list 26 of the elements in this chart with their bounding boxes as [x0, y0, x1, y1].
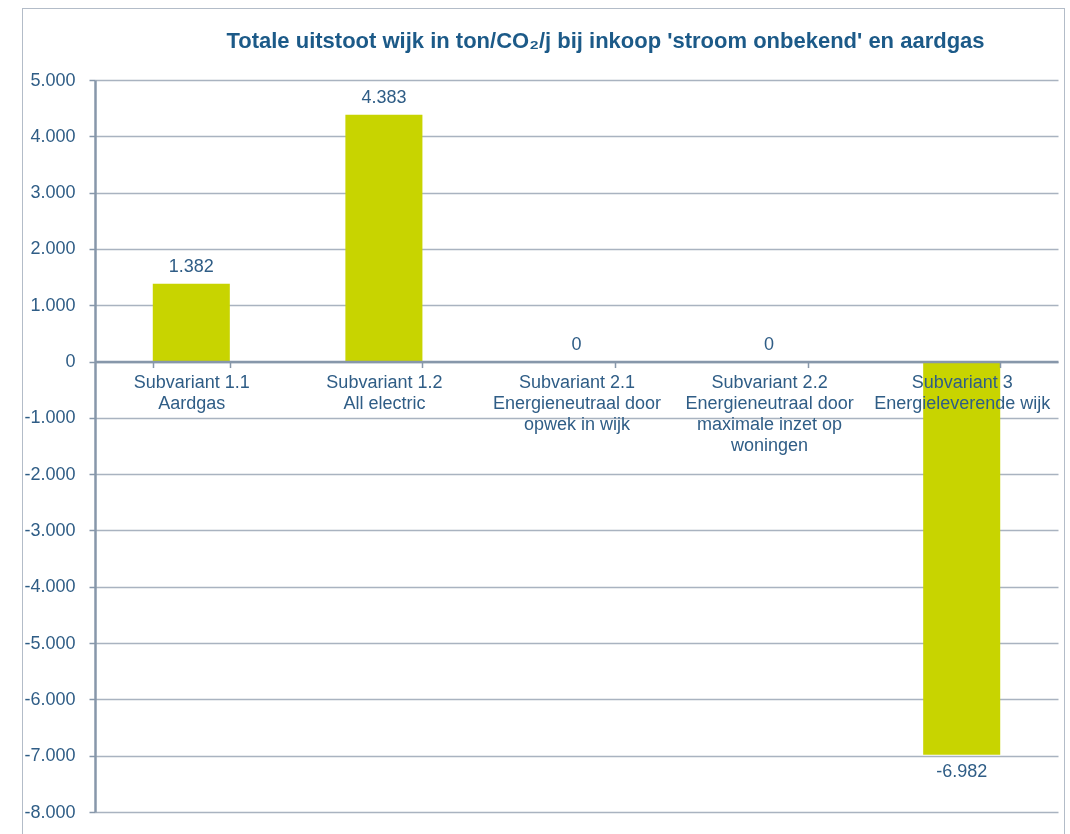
chart-title: Totale uitstoot wijk in ton/CO₂/j bij inkoop 'stroom onbekend' en aardgas	[226, 28, 985, 53]
y-tick-label: -5.000	[24, 632, 76, 653]
data-label: 0	[764, 333, 775, 354]
y-tick-label: -8.000	[24, 801, 76, 822]
x-tick-label: Subvariant 2.1 Energieneutraal door opwek in wijk	[492, 372, 662, 435]
y-tick-label: -4.000	[24, 576, 76, 597]
y-tick-label: -1.000	[24, 407, 76, 428]
y-tick-label: -7.000	[24, 745, 76, 766]
y-tick-label: 5.000	[30, 69, 76, 90]
bar	[152, 283, 230, 362]
data-label: 4.383	[361, 86, 407, 107]
y-tick-label: 2.000	[30, 238, 76, 259]
y-tick-label: -3.000	[24, 519, 76, 540]
y-tick-label: 1.000	[30, 294, 76, 315]
y-tick-label: 0	[65, 351, 76, 372]
x-tick-label: Subvariant 2.2 Energieneutraal door maximale inzet op woningen	[685, 372, 854, 456]
data-label: 1.382	[168, 255, 214, 276]
y-tick-label: 4.000	[30, 125, 76, 146]
x-tick-label: Subvariant 1.1 Aardgas	[133, 372, 250, 414]
y-tick-label: -6.000	[24, 688, 76, 709]
x-tick-label: Subvariant 1.2 All electric	[326, 372, 443, 414]
y-tick-label: 3.000	[30, 182, 76, 203]
data-label: 0	[571, 333, 582, 354]
y-tick-label: -2.000	[24, 463, 76, 484]
data-label: -6.982	[936, 760, 988, 781]
bar	[345, 114, 423, 362]
